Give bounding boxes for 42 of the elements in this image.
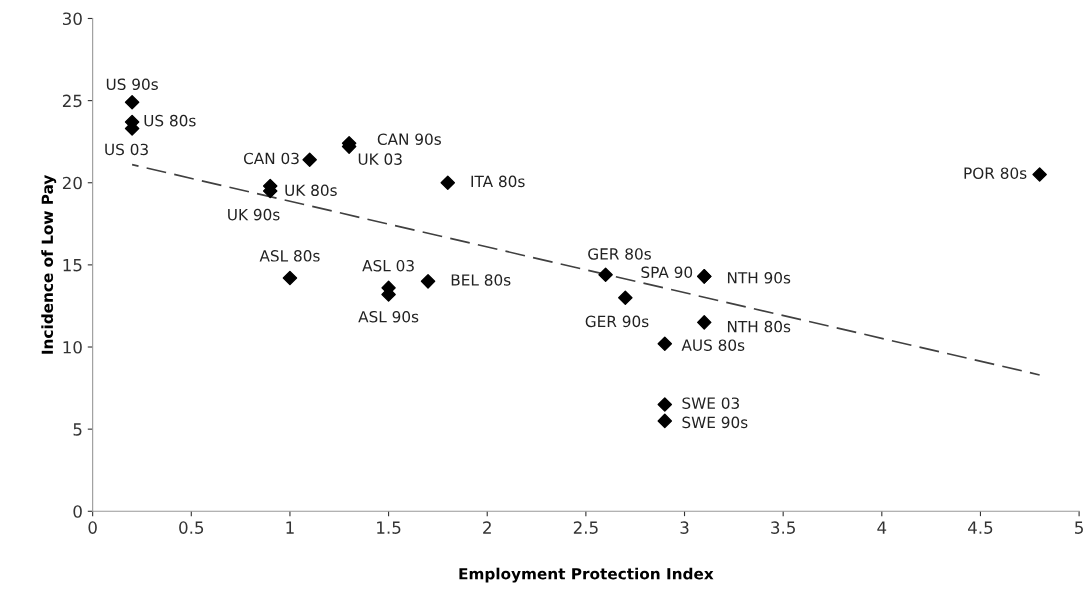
- annotation: SPA 90: [641, 266, 693, 279]
- annotation: SWE 03: [682, 397, 739, 409]
- annotation: AUS 80s: [681, 339, 745, 351]
- x-tick-label: 3.5: [771, 521, 795, 534]
- annotation: UK 03: [358, 153, 402, 165]
- annotation: ASL 03: [362, 259, 414, 272]
- y-tick-label: 30: [62, 12, 82, 26]
- y-tick-label: 10: [63, 340, 82, 354]
- annotation: NTH 80s: [727, 320, 791, 333]
- x-axis-title: Employment Protection Index: [459, 567, 714, 583]
- annotation: BEL 80s: [451, 274, 511, 286]
- annotation: US 03: [105, 143, 148, 156]
- x-tick-label: 0.5: [179, 521, 204, 534]
- annotation: CAN 90s: [377, 133, 441, 145]
- x-tick-label: 4: [877, 521, 887, 534]
- annotation: UK 80s: [285, 184, 337, 197]
- y-tick-label: 20: [62, 176, 82, 190]
- annotation: ASL 90s: [358, 310, 419, 323]
- annotation: CAN 03: [243, 152, 299, 165]
- y-tick-label: 15: [63, 259, 82, 272]
- y-axis-title: Incidence of Low Pay: [41, 174, 57, 354]
- x-tick-label: 5: [1075, 521, 1083, 534]
- x-tick-label: 1: [286, 521, 294, 534]
- annotation: GER 90s: [585, 315, 649, 328]
- annotation: NTH 90s: [727, 272, 791, 284]
- y-tick-label: 0: [73, 505, 82, 518]
- annotation: UK 90s: [228, 208, 280, 221]
- annotation: US 80s: [144, 114, 196, 127]
- annotation: GER 80s: [588, 248, 651, 260]
- annotation: POR 80s: [964, 167, 1027, 179]
- x-tick-label: 4.5: [968, 521, 993, 534]
- y-tick-label: 25: [62, 94, 82, 108]
- annotation: US 90s: [106, 78, 158, 91]
- x-tick-label: 1.5: [377, 521, 401, 534]
- annotation: ASL 80s: [259, 250, 320, 262]
- x-tick-label: 2.5: [573, 521, 598, 534]
- annotation: SWE 90s: [682, 416, 748, 429]
- x-tick-label: 3: [680, 521, 689, 534]
- x-tick-label: 0: [88, 521, 97, 534]
- y-tick-label: 5: [73, 423, 82, 436]
- annotation: ITA 80s: [471, 175, 525, 188]
- x-tick-label: 2: [483, 521, 491, 534]
